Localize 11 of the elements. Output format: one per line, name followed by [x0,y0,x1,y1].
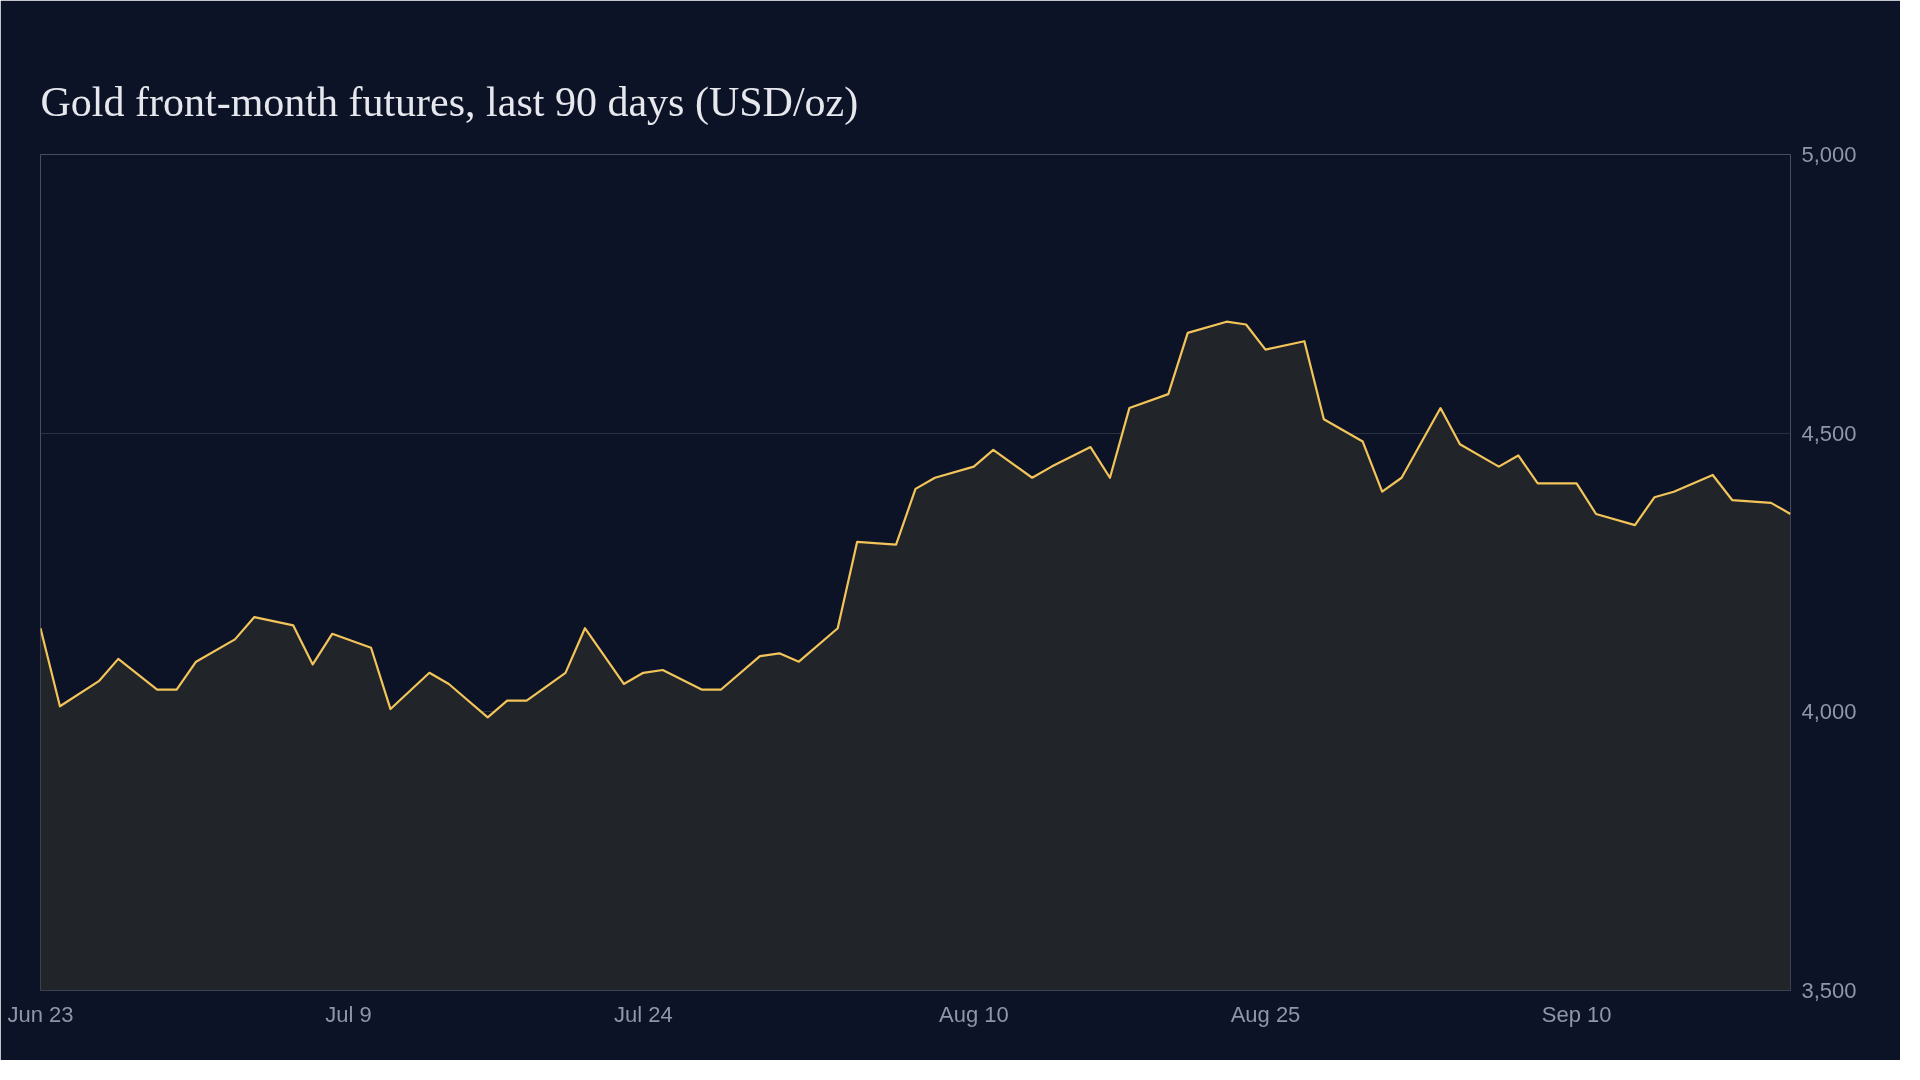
x-tick-label: Jul 24 [613,1001,673,1027]
y-tick-label: 4,500 [1801,420,1857,446]
x-tick-label: Aug 10 [938,1001,1009,1027]
y-tick-label: 3,500 [1801,978,1857,1003]
x-tick-label: Sep 10 [1541,1001,1612,1027]
y-tick-label: 4,000 [1801,699,1857,725]
chart-title: Gold front-month futures, last 90 days (USD/oz) [40,78,859,126]
y-tick-label: 5,000 [1801,142,1857,167]
x-tick-label: Jun 23 [7,1001,74,1027]
x-tick-label: Jul 9 [325,1001,372,1027]
x-tick-label: Aug 25 [1230,1001,1301,1027]
